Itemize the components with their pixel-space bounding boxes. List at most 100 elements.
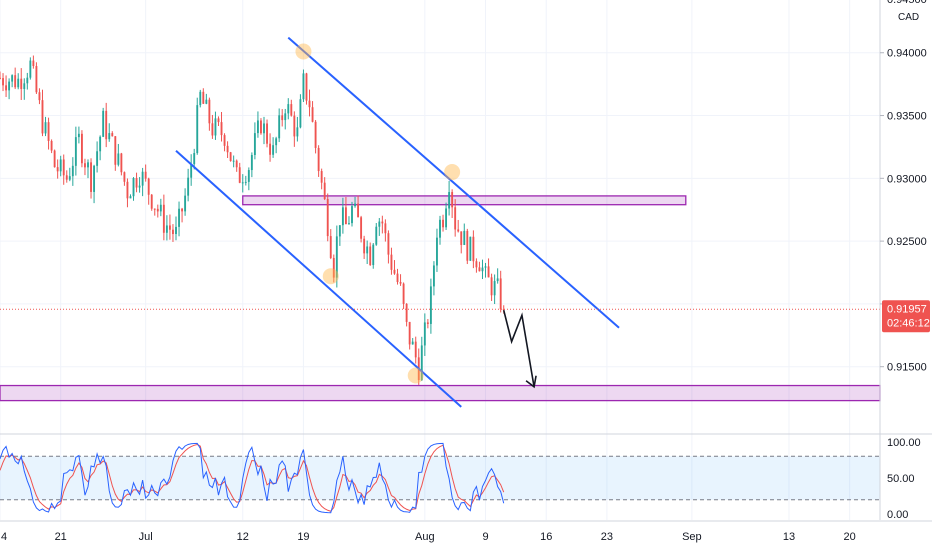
candle-body <box>499 278 502 310</box>
candle-body <box>105 110 108 140</box>
pivot-marker <box>295 43 312 60</box>
candle-body <box>220 122 223 136</box>
candle-body <box>408 321 411 345</box>
currency-label: CAD <box>898 12 919 23</box>
candle-body <box>41 100 44 134</box>
candle-body <box>290 104 293 116</box>
candle-body <box>317 147 320 172</box>
candle-body <box>68 176 71 180</box>
price-tick-label: 0.93000 <box>887 173 927 185</box>
candle-body <box>284 113 287 121</box>
candle-body <box>269 143 272 155</box>
candle-body <box>263 123 265 134</box>
candle-body <box>399 282 402 284</box>
candle-body <box>326 198 329 237</box>
candle-body <box>132 178 135 197</box>
candle-body <box>17 78 20 88</box>
candle-body <box>23 83 26 90</box>
candle-body <box>463 230 466 245</box>
price-tick-label-top: 0.94500 <box>887 0 927 6</box>
candle-body <box>393 269 396 274</box>
time-tick-label: Jul <box>139 531 153 543</box>
candle-body <box>187 177 190 196</box>
candle-body <box>141 171 144 186</box>
candle-body <box>308 100 311 108</box>
candle-body <box>250 154 253 171</box>
candle-body <box>381 221 384 224</box>
candle-body <box>266 123 268 144</box>
candle-body <box>35 66 38 93</box>
candle-body <box>351 206 353 224</box>
candle-body <box>235 160 238 168</box>
candle-body <box>493 281 496 296</box>
candle-body <box>0 77 1 79</box>
candle-body <box>472 236 475 262</box>
candle-body <box>120 153 123 173</box>
candle-body <box>390 254 393 270</box>
channel-lower-line <box>175 149 462 408</box>
candle-body <box>123 172 126 182</box>
candle-body <box>74 137 77 166</box>
candle-body <box>420 345 423 381</box>
candle-body <box>296 127 299 137</box>
pivot-marker <box>444 164 461 181</box>
candles-layer <box>0 55 505 385</box>
candle-body <box>454 207 457 230</box>
candle-body <box>496 278 499 282</box>
candle-body <box>165 225 168 233</box>
candle-body <box>84 163 86 168</box>
candle-body <box>256 120 259 134</box>
oscillator-line-d <box>0 443 505 512</box>
candle-body <box>378 221 381 227</box>
candle-body <box>162 204 165 233</box>
candle-body <box>448 192 451 209</box>
candle-body <box>481 267 484 272</box>
candle-body <box>65 175 68 180</box>
candle-body <box>278 115 281 139</box>
candle-body <box>354 203 356 207</box>
candle-body <box>402 283 405 304</box>
projection-arrowhead <box>525 375 537 389</box>
candle-body <box>102 110 105 137</box>
candle-body <box>502 309 505 311</box>
candle-body <box>111 133 114 137</box>
candle-body <box>53 150 56 168</box>
candle-body <box>445 208 448 228</box>
candle-body <box>178 208 180 227</box>
candle-body <box>59 159 62 172</box>
candle-body <box>90 162 92 192</box>
candle-body <box>14 75 17 88</box>
candle-body <box>372 244 375 266</box>
candle-body <box>442 219 444 228</box>
candle-body <box>99 136 102 152</box>
grid-lines <box>0 0 880 520</box>
candle-body <box>96 151 99 166</box>
candle-body <box>11 75 14 82</box>
candle-body <box>396 273 399 283</box>
candle-body <box>439 219 441 238</box>
candle-body <box>184 195 187 212</box>
candle-body <box>275 138 278 146</box>
candle-body <box>281 115 284 121</box>
candle-body <box>47 122 50 141</box>
candle-body <box>414 341 417 358</box>
candle-body <box>172 229 174 235</box>
candle-body <box>272 145 275 155</box>
candle-body <box>108 133 111 140</box>
candle-body <box>241 182 244 184</box>
candle-body <box>135 178 138 188</box>
candle-body <box>484 266 487 268</box>
candle-body <box>223 135 226 146</box>
price-tick-label: 0.92500 <box>887 236 927 248</box>
time-tick-label: 20 <box>844 531 856 543</box>
candle-body <box>144 171 147 179</box>
upper-zone <box>242 195 687 206</box>
candle-body <box>360 217 363 239</box>
candle-body <box>478 267 481 272</box>
candle-body <box>305 73 308 101</box>
last-price-countdown: 02:46:12 <box>887 317 930 329</box>
time-tick-label: 9 <box>482 531 488 543</box>
candle-body <box>62 159 65 176</box>
candle-body <box>335 236 338 278</box>
